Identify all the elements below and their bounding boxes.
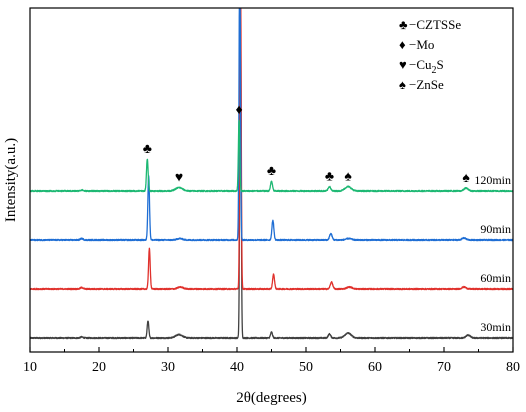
peak-marker: ♥ xyxy=(175,171,183,186)
legend-label: −Mo xyxy=(409,37,434,52)
series-label-60min: 60min xyxy=(480,271,511,285)
x-tick-label: 50 xyxy=(299,360,313,375)
legend: ♣ −CZTSSe♦ −Mo♥ −Cu2S♠ −ZnSe xyxy=(399,17,461,92)
legend-label-main: −ZnSe xyxy=(409,77,444,92)
legend-label-main: −Cu xyxy=(409,57,432,72)
peak-marker: ♠ xyxy=(344,170,352,185)
legend-label: −CZTSSe xyxy=(409,17,461,32)
legend-label: −Cu2S xyxy=(409,57,444,76)
peak-annotations: ♣ ♥ ♦ ♣ ♣ ♠ ♠ xyxy=(143,103,471,186)
legend-label: −ZnSe xyxy=(409,77,444,92)
series-label-90min: 90min xyxy=(480,222,511,236)
legend-symbol: ♠ xyxy=(399,77,406,92)
x-axis-title: 2θ(degrees) xyxy=(236,390,306,406)
legend-label-subscript: 2 xyxy=(432,65,437,76)
peak-marker: ♣ xyxy=(267,164,276,179)
series-line-90min xyxy=(30,8,513,242)
series-line-120min xyxy=(30,119,513,193)
series-label-120min: 120min xyxy=(474,173,511,187)
peak-marker: ♦ xyxy=(235,103,242,118)
series-line-30min xyxy=(30,8,513,340)
legend-label-main: −CZTSSe xyxy=(409,17,461,32)
series-layer xyxy=(30,8,513,340)
series-label-30min: 30min xyxy=(480,320,511,334)
legend-label-tail: S xyxy=(437,57,444,72)
x-tick-label: 40 xyxy=(230,360,244,375)
peak-marker: ♣ xyxy=(325,170,334,185)
x-tick-label: 10 xyxy=(23,360,37,375)
peak-marker: ♣ xyxy=(143,142,152,157)
x-tick-label: 70 xyxy=(437,360,451,375)
legend-label-main: −Mo xyxy=(409,37,434,52)
x-tick-label: 20 xyxy=(92,360,106,375)
peak-marker: ♠ xyxy=(462,171,470,186)
curve-labels: 30min 60min 90min 120min xyxy=(474,173,511,334)
x-tick-label: 60 xyxy=(368,360,382,375)
legend-symbol: ♦ xyxy=(399,37,406,52)
x-axis-ticks: 10 20 30 40 50 60 70 80 xyxy=(23,347,520,375)
series-line-60min xyxy=(30,8,513,291)
x-tick-label: 30 xyxy=(161,360,175,375)
y-axis-title: Intensity(a.u.) xyxy=(3,138,19,222)
legend-symbol: ♣ xyxy=(399,17,408,32)
x-tick-label: 80 xyxy=(506,360,520,375)
legend-symbol: ♥ xyxy=(399,57,407,72)
